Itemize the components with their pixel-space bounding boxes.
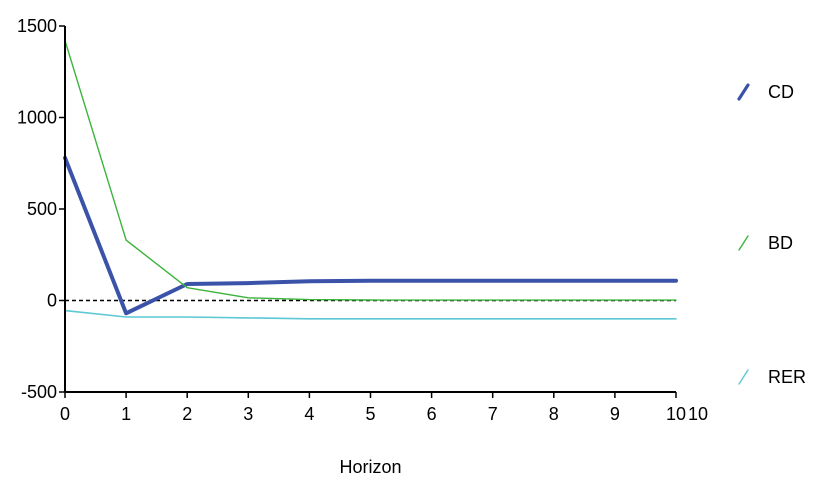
x-tick-label: 7 xyxy=(488,404,498,424)
axes xyxy=(64,26,676,393)
legend-label-bd: BD xyxy=(768,233,793,253)
x-tick-label: 0 xyxy=(60,404,70,424)
x-tick-label: 5 xyxy=(365,404,375,424)
y-tick-label: 1000 xyxy=(17,108,57,128)
x-axis-title: Horizon xyxy=(339,457,401,477)
x-tick-label: 9 xyxy=(610,404,620,424)
legend-swatch-cd xyxy=(737,83,750,101)
x-axis-end-label: 10 xyxy=(688,404,708,424)
y-tick-label: 1500 xyxy=(17,16,57,36)
legend-swatch-rer xyxy=(738,369,749,385)
y-axis-ticks: 1500 1000 500 0 -500 xyxy=(17,16,65,402)
series-line-rer xyxy=(64,309,677,320)
x-tick-label: 6 xyxy=(427,404,437,424)
x-tick-label: 2 xyxy=(182,404,192,424)
legend-label-cd: CD xyxy=(768,82,794,102)
x-tick-label: 1 xyxy=(121,404,131,424)
legend: CD BD RER xyxy=(737,82,806,387)
y-tick-label: -500 xyxy=(21,382,57,402)
series-line-bd xyxy=(64,39,677,301)
legend-swatch-bd xyxy=(738,235,749,251)
x-tick-label: 3 xyxy=(243,404,253,424)
x-tick-label: 10 xyxy=(666,404,686,424)
y-tick-label: 0 xyxy=(47,291,57,311)
y-tick-label: 500 xyxy=(27,199,57,219)
legend-label-rer: RER xyxy=(768,367,806,387)
x-axis-ticks: 0 1 2 3 4 5 6 7 8 9 10 10 xyxy=(60,392,708,424)
series-line-cd xyxy=(63,155,678,316)
plot-area xyxy=(63,39,678,320)
x-tick-label: 8 xyxy=(549,404,559,424)
x-tick-label: 4 xyxy=(304,404,314,424)
